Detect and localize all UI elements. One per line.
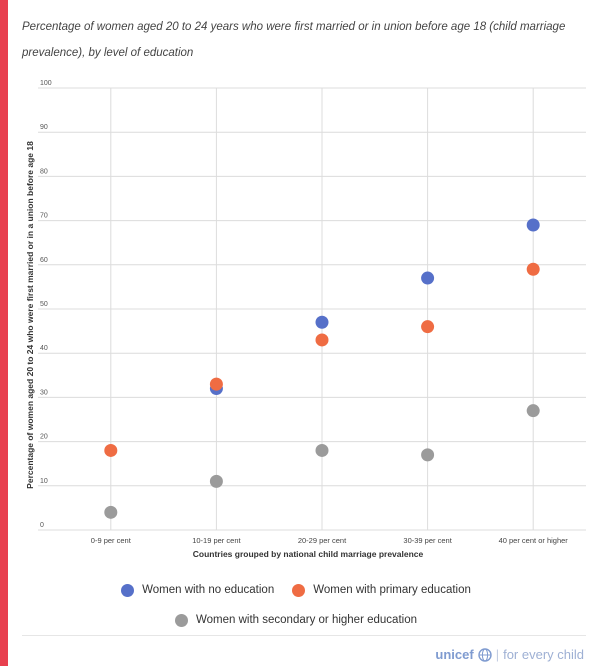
- legend: Women with no education Women with prima…: [0, 575, 592, 635]
- data-point-women-with-primary-education-3: [421, 320, 435, 334]
- unicef-brand[interactable]: unicef | for every child: [435, 647, 584, 662]
- y-tick-label: 50: [40, 301, 48, 308]
- legend-row-2: Women with secondary or higher education: [0, 605, 592, 635]
- footer-divider: [22, 635, 586, 636]
- x-tick-label: 20-29 per cent: [298, 536, 347, 545]
- x-tick-label: 10-19 per cent: [192, 536, 241, 545]
- y-tick-label: 40: [40, 345, 48, 352]
- y-tick-label: 20: [40, 434, 48, 441]
- x-tick-label: 30-39 per cent: [403, 536, 452, 545]
- data-point-women-with-secondary-or-higher-education-4: [526, 404, 540, 418]
- legend-item-no-education[interactable]: Women with no education: [121, 583, 275, 597]
- data-point-women-with-primary-education-2: [315, 333, 329, 347]
- brand-tagline: for every child: [503, 647, 584, 662]
- y-tick-label: 70: [40, 213, 48, 220]
- x-tick-label: 40 per cent or higher: [499, 536, 569, 545]
- legend-swatch-no-education: [121, 583, 135, 597]
- legend-swatch-primary-education: [292, 583, 306, 597]
- data-point-women-with-no-education-2: [315, 315, 329, 329]
- x-axis-title: Countries grouped by national child marr…: [193, 549, 424, 559]
- data-point-women-with-no-education-3: [421, 271, 435, 285]
- legend-label-primary-education: Women with primary education: [313, 584, 471, 596]
- data-point-women-with-primary-education-1: [209, 377, 223, 391]
- data-point-women-with-secondary-or-higher-education-0: [104, 505, 118, 519]
- y-tick-label: 30: [40, 389, 48, 396]
- legend-row-1: Women with no education Women with prima…: [0, 575, 592, 605]
- brand-separator: |: [495, 647, 500, 662]
- unicef-logo-text: unicef: [435, 647, 474, 662]
- y-tick-label: 60: [40, 257, 48, 264]
- legend-label-secondary-education: Women with secondary or higher education: [196, 614, 417, 626]
- legend-item-secondary-education[interactable]: Women with secondary or higher education: [175, 613, 417, 627]
- y-tick-label: 100: [40, 80, 52, 87]
- data-point-women-with-no-education-4: [526, 218, 540, 232]
- data-point-women-with-secondary-or-higher-education-3: [421, 448, 435, 462]
- scatter-chart: 0 10 20 30 40 50 60 70 80 90 100 0-9 per cent 10-19 …: [25, 80, 586, 559]
- accent-bar: [0, 0, 8, 666]
- legend-swatch-secondary-education: [175, 613, 189, 627]
- data-point-women-with-secondary-or-higher-education-1: [209, 474, 223, 488]
- y-tick-label: 0: [40, 522, 44, 529]
- data-point-women-with-primary-education-4: [526, 262, 540, 276]
- legend-label-no-education: Women with no education: [142, 584, 275, 596]
- y-axis-title: Percentage of women aged 20 to 24 who we…: [25, 141, 35, 489]
- chart-title: Percentage of women aged 20 to 24 years …: [22, 21, 566, 59]
- legend-item-primary-education[interactable]: Women with primary education: [292, 583, 471, 597]
- y-tick-label: 10: [40, 478, 48, 485]
- y-tick-label: 80: [40, 168, 48, 175]
- data-point-women-with-primary-education-0: [104, 443, 118, 457]
- data-point-women-with-secondary-or-higher-education-2: [315, 443, 329, 457]
- y-tick-label: 90: [40, 124, 48, 131]
- globe-icon: [477, 647, 492, 662]
- x-tick-label: 0-9 per cent: [91, 536, 132, 545]
